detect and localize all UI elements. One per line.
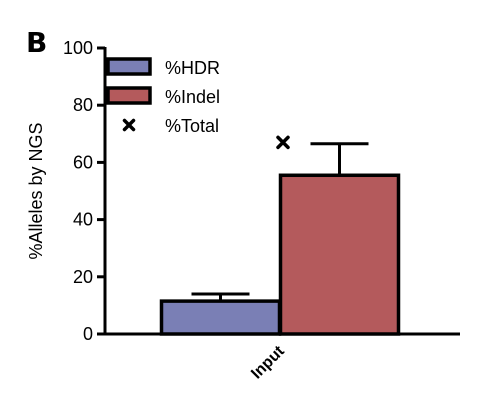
bar-indel [278,173,401,336]
legend-swatch [106,86,152,105]
legend-marker-x [122,118,136,132]
y-tick-label: 60 [73,152,93,172]
total-marker [276,135,290,150]
y-tick-label: 80 [73,95,93,115]
y-tick-label: 0 [83,324,93,344]
y-tick-label: 100 [63,38,93,58]
legend-swatch [106,57,152,76]
panel-letter: B [26,26,48,59]
y-axis-title: %Alleles by NGS [26,122,46,259]
legend-label: %Indel [165,87,220,107]
legend-label: %Total [165,116,219,136]
bar-hdr [159,299,282,336]
y-tick-label: 20 [73,267,93,287]
y-tick-label: 40 [73,210,93,230]
x-tick-label: Input [248,342,288,382]
legend-label: %HDR [165,58,220,78]
